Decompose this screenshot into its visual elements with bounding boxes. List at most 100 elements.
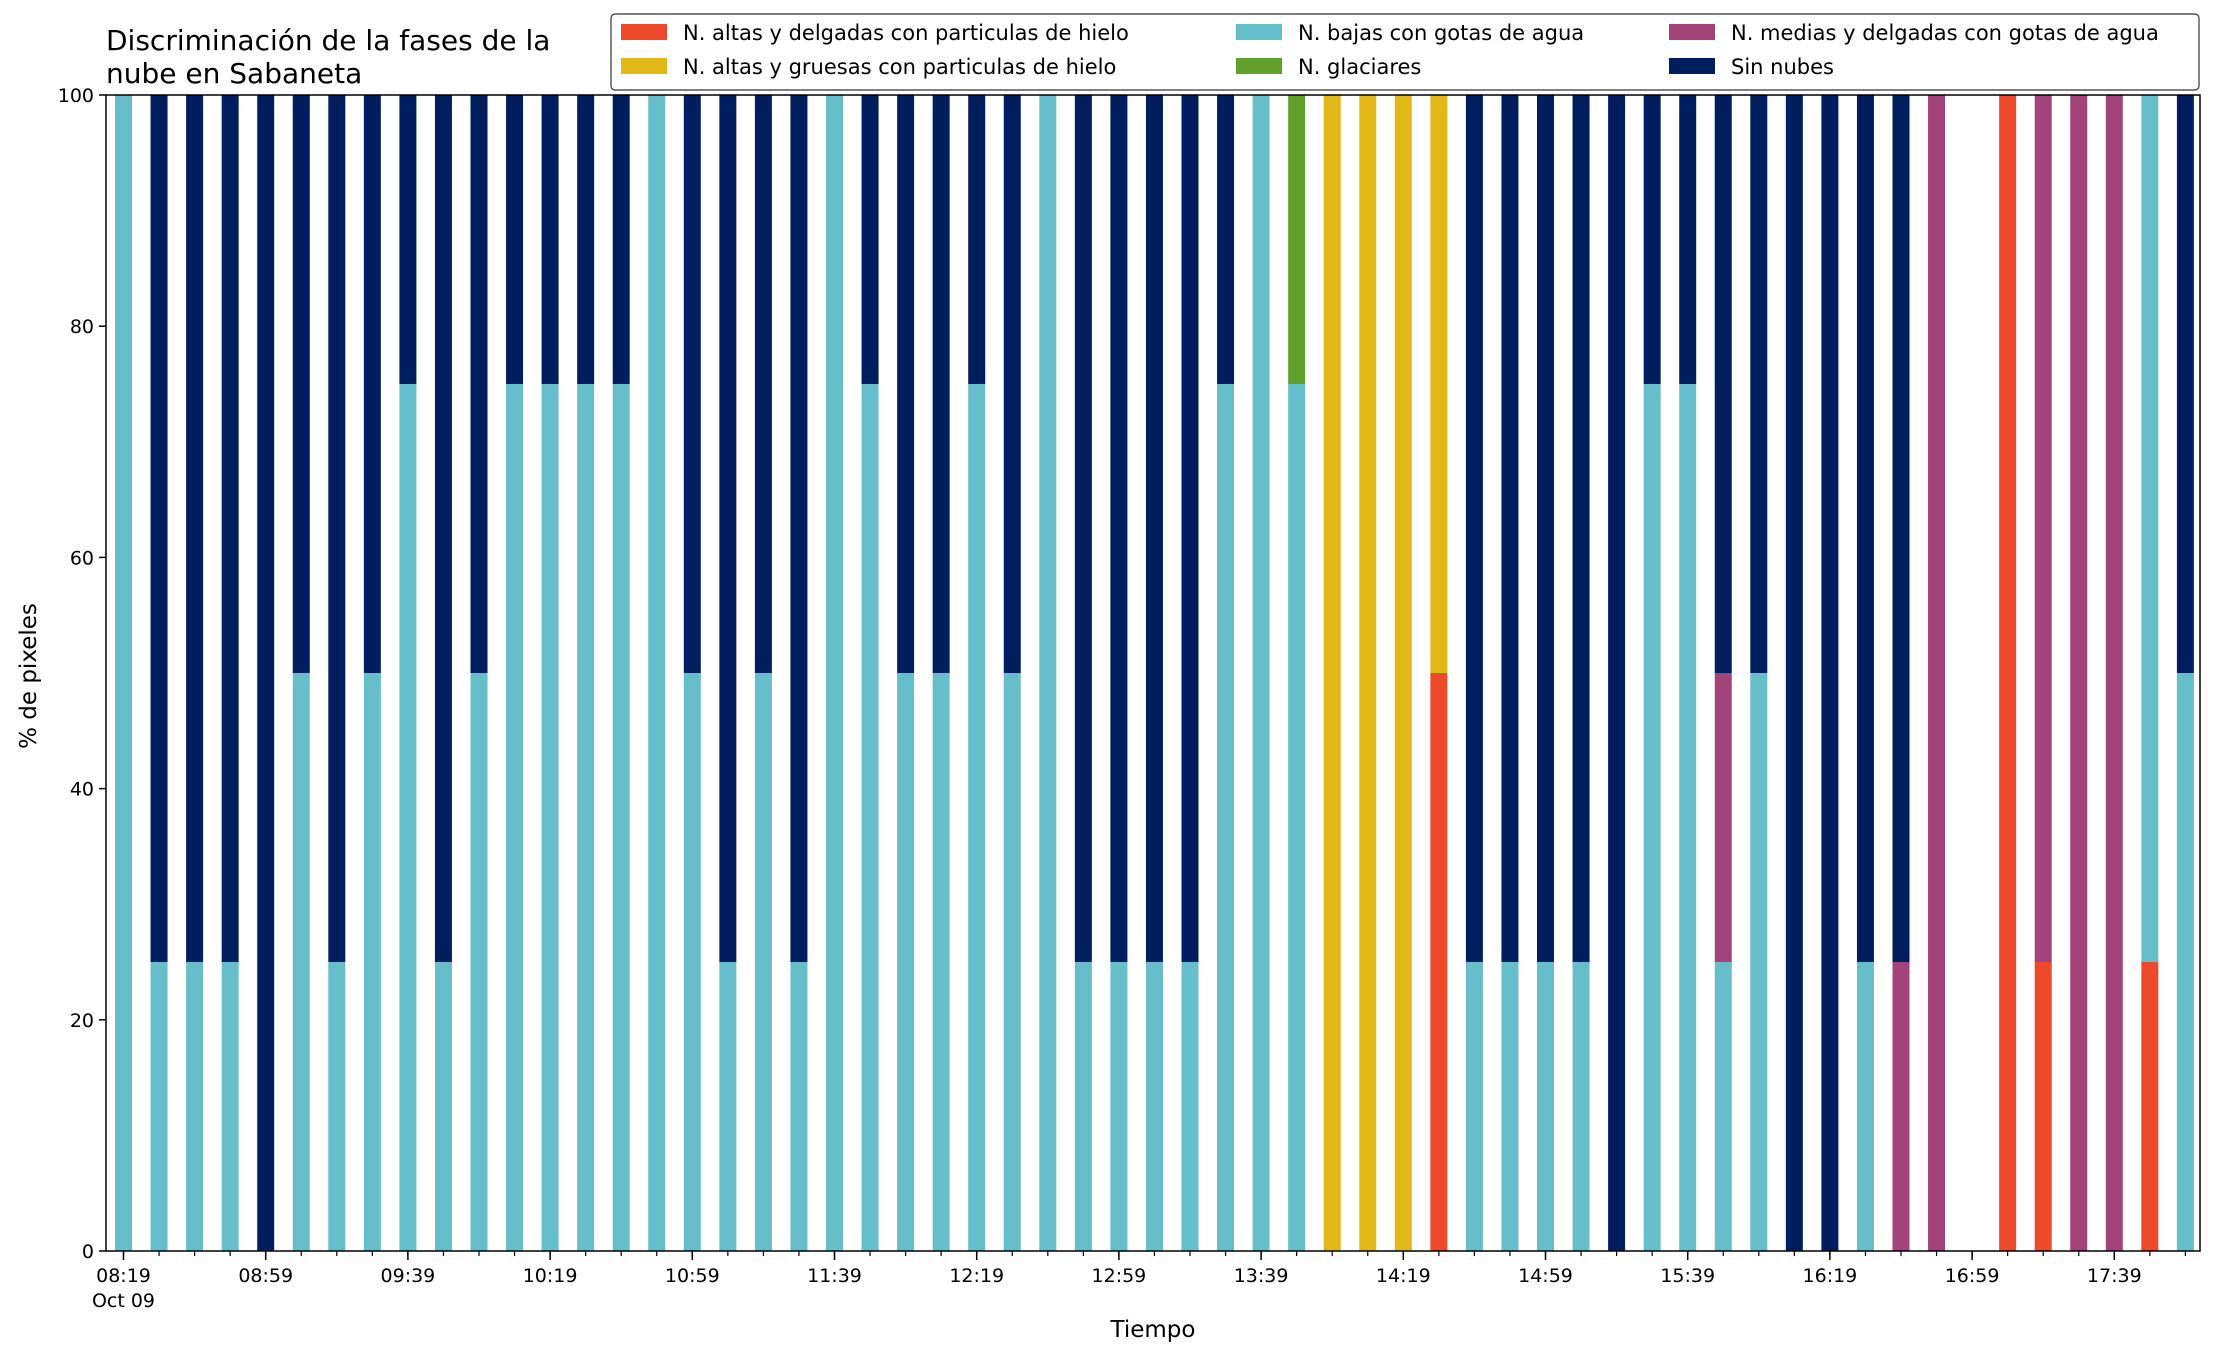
x-tick-label-16: 10:59: [665, 1265, 720, 1287]
bar-segment-2-39: [1501, 962, 1519, 1251]
bar-segment-2-21: [861, 384, 879, 1251]
bar-segment-5-2: [186, 95, 204, 962]
bar-segment-2-16: [683, 673, 701, 1251]
bar-segment-1-34: [1323, 95, 1341, 1251]
y-tick-label-100: 100: [58, 85, 94, 107]
bar-segment-5-12: [541, 95, 559, 384]
bar-segment-5-6: [328, 95, 346, 962]
x-tick-label-36: 14:19: [1376, 1265, 1431, 1287]
legend-box: [610, 13, 2200, 91]
plot-frame: [105, 94, 2201, 1252]
y-tick-label-40: 40: [70, 779, 94, 801]
x-tick-label-24: 12:19: [949, 1265, 1004, 1287]
bar-segment-5-3: [221, 95, 239, 962]
bar-segment-2-40: [1537, 962, 1554, 1251]
bar-segment-5-24: [968, 95, 986, 384]
bar-segment-5-9: [434, 95, 452, 962]
bar-segment-5-38: [1465, 95, 1483, 962]
chart-title: Discriminación de la fases de la nube en…: [106, 24, 559, 90]
bar-segment-2-38: [1465, 962, 1483, 1251]
bar-segment-2-29: [1145, 962, 1163, 1251]
bar-segment-5-50: [1892, 95, 1910, 962]
bar-segment-4-50: [1892, 962, 1910, 1251]
bar-segment-2-3: [221, 962, 239, 1251]
bar-segment-2-8: [399, 384, 417, 1251]
legend-label-4: N. medias y delgadas con gotas de agua: [1731, 21, 2159, 45]
bar-segment-2-45: [1714, 962, 1732, 1251]
chart-title-line-2: nube en Sabaneta: [106, 57, 362, 90]
bar-segment-2-41: [1572, 962, 1590, 1251]
bar-segment-0-54: [2034, 962, 2052, 1251]
x-tick-label-0: 08:19: [96, 1265, 151, 1287]
legend-label-0: N. altas y delgadas con particulas de hi…: [683, 21, 1129, 45]
bar-segment-5-17: [719, 95, 737, 962]
bar-segment-5-19: [790, 95, 808, 962]
bar-segment-4-45: [1714, 673, 1732, 962]
bar-segment-2-22: [897, 673, 915, 1251]
bar-segment-5-22: [897, 95, 915, 673]
bar-segment-5-4: [257, 95, 275, 1251]
bar-segment-2-46: [1750, 673, 1768, 1251]
bar-segment-2-0: [115, 95, 132, 1251]
x-tick-label-52: 16:59: [1945, 1265, 2000, 1287]
bar-segment-2-20: [826, 95, 843, 1251]
bar-segment-5-7: [363, 95, 381, 673]
bar-segment-5-44: [1679, 95, 1697, 384]
bar-segment-2-32: [1252, 95, 1270, 1251]
x-tick-label-4: 08:59: [238, 1265, 293, 1287]
bar-segment-5-58: [2176, 95, 2194, 673]
bar-segment-2-2: [186, 962, 204, 1251]
bar-segment-2-9: [434, 962, 452, 1251]
x-tick-label-32: 13:39: [1234, 1265, 1289, 1287]
x-tick-label-28: 12:59: [1092, 1265, 1147, 1287]
bar-segment-2-31: [1217, 384, 1235, 1251]
bar-segment-5-16: [683, 95, 701, 673]
bar-segment-2-12: [541, 384, 559, 1251]
bar-segment-2-27: [1074, 962, 1092, 1251]
bar-segment-2-14: [612, 384, 630, 1251]
x-tick-sublabel-0: Oct 09: [92, 1290, 155, 1312]
bar-segment-5-23: [932, 95, 950, 673]
bar-segment-5-5: [292, 95, 310, 673]
bar-segment-4-54: [2034, 95, 2052, 962]
bar-segment-3-33: [1288, 95, 1306, 384]
bar-segment-2-33: [1288, 384, 1306, 1251]
y-axis-label: % de pixeles: [16, 603, 42, 749]
legend-label-1: N. altas y gruesas con particulas de hie…: [683, 55, 1116, 79]
bar-segment-5-40: [1537, 95, 1554, 962]
legend-label-3: N. glaciares: [1298, 55, 1421, 79]
bar-segment-0-57: [2141, 962, 2159, 1251]
bar-segment-2-49: [1856, 962, 1874, 1251]
bar-segment-5-18: [754, 95, 772, 673]
bar-segment-2-24: [968, 384, 986, 1251]
legend: N. altas y delgadas con particulas de hi…: [610, 13, 2200, 91]
bar-segment-5-43: [1643, 95, 1661, 384]
bar-segment-2-57: [2141, 95, 2159, 962]
bar-segment-5-28: [1110, 95, 1128, 962]
bar-segment-4-56: [2105, 95, 2123, 1251]
chart-title-line-1: Discriminación de la fases de la: [106, 24, 550, 57]
bar-segment-5-21: [861, 95, 879, 384]
x-tick-label-48: 16:19: [1803, 1265, 1858, 1287]
bar-segment-5-1: [150, 95, 168, 962]
x-axis-label: Tiempo: [1110, 1317, 1196, 1343]
bar-segment-2-11: [506, 384, 524, 1251]
x-tick-label-44: 15:39: [1660, 1265, 1715, 1287]
bar-segment-2-43: [1643, 384, 1661, 1251]
bar-segment-5-45: [1714, 95, 1732, 673]
bar-segment-2-13: [577, 384, 595, 1251]
bar-segment-2-1: [150, 962, 168, 1251]
x-tick-label-40: 14:59: [1518, 1265, 1573, 1287]
axes-group: 0 20 40 60 80 100 08:19 Oct 09 08:59 09:39 10:19 10…: [58, 85, 2201, 1312]
bar-segment-5-14: [612, 95, 630, 384]
bar-segment-1-35: [1359, 95, 1377, 1251]
bar-segment-5-25: [1003, 95, 1021, 673]
legend-swatch-3: [1236, 58, 1282, 74]
bar-segment-2-19: [790, 962, 808, 1251]
x-tick-label-8: 09:39: [381, 1265, 436, 1287]
bar-segment-5-41: [1572, 95, 1590, 962]
y-tick-label-60: 60: [70, 547, 94, 569]
bar-segment-2-5: [292, 673, 310, 1251]
bar-segment-2-7: [363, 673, 381, 1251]
bar-segment-2-10: [470, 673, 488, 1251]
